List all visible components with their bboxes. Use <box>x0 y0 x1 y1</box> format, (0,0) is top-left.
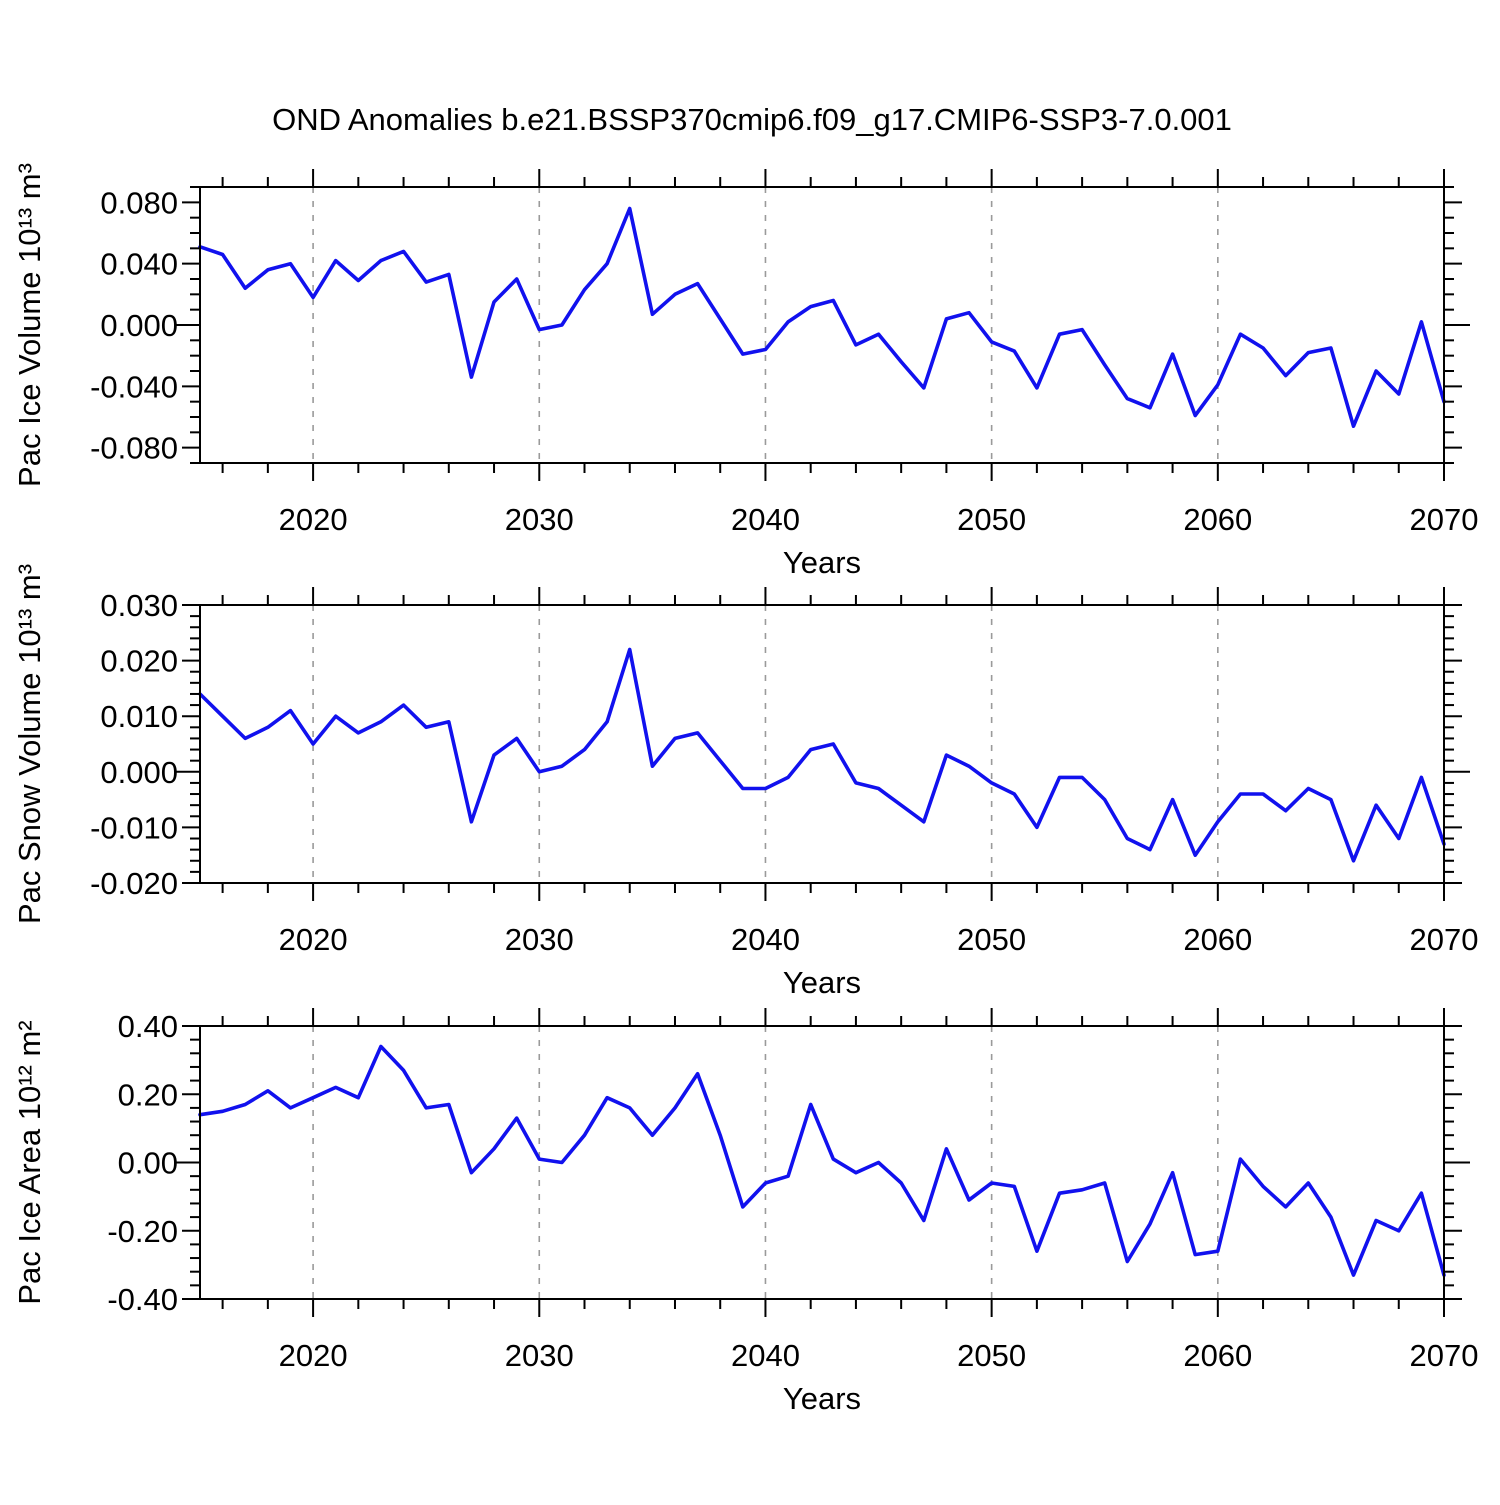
y-tick-label: -0.040 <box>90 369 178 404</box>
x-tick-label: 2050 <box>957 502 1026 537</box>
y-tick-label: 0.00 <box>118 1146 178 1181</box>
panel-1: 2020 2030 2040 2050 2060 2070 0.080 0.040 0.000 -… <box>12 163 1478 580</box>
x-tick-label: 2050 <box>957 1338 1026 1373</box>
x-tick-label: 2020 <box>279 922 348 957</box>
x-axis-title: Years <box>783 545 861 580</box>
x-tick-label: 2060 <box>1183 502 1252 537</box>
y-tick-label: -0.080 <box>90 431 178 466</box>
figure-title: OND Anomalies b.e21.BSSP370cmip6.f09_g17… <box>272 102 1232 137</box>
x-tick-label: 2030 <box>505 1338 574 1373</box>
x-tick-label: 2020 <box>279 1338 348 1373</box>
y-tick-label: -0.010 <box>90 810 178 845</box>
x-tick-label: 2030 <box>505 922 574 957</box>
data-line-panel-1 <box>198 206 1446 429</box>
panel-frame <box>199 1025 1445 1300</box>
x-tick-label: 2040 <box>731 1338 800 1373</box>
panels-group: 2020 2030 2040 2050 2060 2070 0.080 0.040 0.000 -… <box>12 163 1478 1416</box>
x-axis-title: Years <box>783 965 861 1000</box>
y-axis-title: Pac Snow Volume 10¹³ m³ <box>12 564 47 924</box>
y-tick-label: 0.030 <box>100 588 178 623</box>
data-line-panel-3 <box>198 1044 1446 1277</box>
y-tick-label: -0.40 <box>107 1282 178 1317</box>
y-tick-label: -0.020 <box>90 866 178 901</box>
y-tick-label: 0.040 <box>100 247 178 282</box>
data-line-panel-2 <box>198 647 1446 863</box>
panel-frame <box>199 604 1445 884</box>
x-tick-label: 2070 <box>1410 922 1479 957</box>
x-tick-label: 2040 <box>731 922 800 957</box>
x-tick-label: 2050 <box>957 922 1026 957</box>
x-tick-label: 2060 <box>1183 922 1252 957</box>
y-axis-title: Pac Ice Volume 10¹³ m³ <box>12 163 47 487</box>
y-tick-label: -0.20 <box>107 1214 178 1249</box>
x-tick-label: 2070 <box>1410 1338 1479 1373</box>
y-axis-title: Pac Ice Area 10¹² m² <box>12 1020 47 1304</box>
panel-2: 2020 2030 2040 2050 2060 2070 0.030 0.020 0.010 0… <box>12 564 1478 1000</box>
y-tick-label: 0.020 <box>100 644 178 679</box>
y-tick-label: 0.20 <box>118 1077 178 1112</box>
y-tick-label: 0.40 <box>118 1009 178 1044</box>
panel-frame <box>199 186 1445 464</box>
x-axis-title: Years <box>783 1381 861 1416</box>
x-tick-label: 2070 <box>1410 502 1479 537</box>
y-tick-label: 0.000 <box>100 308 178 343</box>
x-tick-label: 2040 <box>731 502 800 537</box>
panel-3: 2020 2030 2040 2050 2060 2070 0.40 0.20 0.00 -0.2… <box>12 1008 1478 1416</box>
x-tick-label: 2020 <box>279 502 348 537</box>
x-tick-label: 2060 <box>1183 1338 1252 1373</box>
y-tick-label: 0.010 <box>100 699 178 734</box>
y-tick-label: 0.080 <box>100 185 178 220</box>
y-tick-label: 0.000 <box>100 755 178 790</box>
x-tick-label: 2030 <box>505 502 574 537</box>
